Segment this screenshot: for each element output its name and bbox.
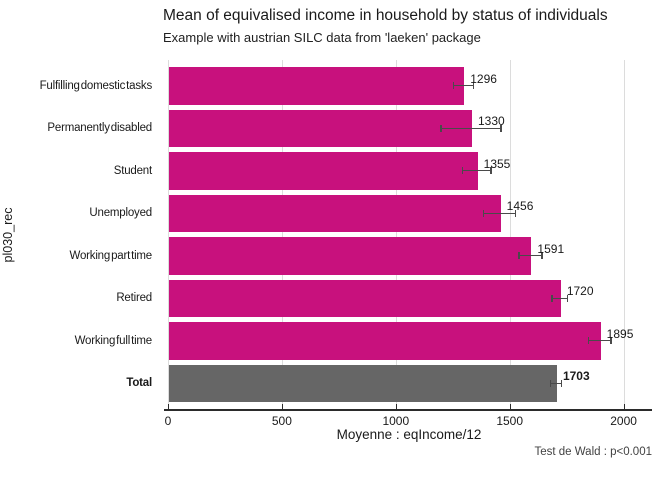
value-label: 1720 bbox=[566, 284, 594, 299]
error-bar-cap bbox=[483, 209, 485, 217]
x-tick-500 bbox=[281, 404, 284, 409]
x-tick-label-1000: 1000 bbox=[382, 414, 410, 428]
error-bar-cap bbox=[541, 252, 543, 260]
bar-retired bbox=[169, 279, 561, 317]
value-label: 1355 bbox=[483, 156, 511, 171]
error-bar-cap bbox=[587, 337, 590, 345]
category-label-unemployed: Unemployed bbox=[89, 207, 152, 220]
x-axis-line bbox=[164, 409, 652, 411]
error-bar bbox=[440, 127, 502, 129]
gridline-x-0 bbox=[168, 60, 169, 410]
chart-title: Mean of equivalised income in household … bbox=[163, 7, 608, 24]
error-bar-cap bbox=[461, 167, 463, 175]
error-bar-cap bbox=[515, 209, 517, 217]
value-label: 1591 bbox=[537, 241, 565, 256]
bar-permanently-disabled bbox=[169, 109, 472, 147]
x-tick-1000 bbox=[395, 404, 397, 409]
gridline-x-1000 bbox=[395, 60, 397, 410]
x-tick-0 bbox=[168, 404, 170, 409]
error-bar-cap bbox=[610, 337, 612, 345]
error-bar-cap bbox=[472, 82, 474, 90]
x-tick-label-2000: 2000 bbox=[610, 414, 637, 428]
category-label-working-part-time: Working part time bbox=[69, 249, 153, 262]
x-tick-2000 bbox=[623, 404, 625, 409]
bar-unemployed bbox=[169, 194, 501, 232]
plot-panel: 1296 1330 1355 1456 1591 1720 1895 1703 bbox=[168, 60, 650, 410]
category-label-retired: Retired bbox=[116, 292, 152, 305]
stat-test-caption: Test de Wald : p<0.001 bbox=[534, 446, 652, 458]
bar-total bbox=[169, 364, 557, 402]
category-label-fulfilling-domestic-tasks: Fulfilling domestic tasks bbox=[39, 79, 153, 92]
x-tick-label-500: 500 bbox=[271, 414, 292, 428]
category-label-student: Student bbox=[113, 164, 152, 177]
value-label: 1456 bbox=[506, 199, 534, 214]
value-label: 1703 bbox=[562, 369, 590, 384]
value-label: 1895 bbox=[606, 326, 634, 341]
category-label-working-full-time: Working full time bbox=[74, 334, 153, 347]
error-bar bbox=[453, 85, 474, 87]
x-axis-title: Moyenne : eqIncome/12 bbox=[336, 427, 482, 442]
error-bar-cap bbox=[561, 379, 563, 387]
error-bar-cap bbox=[500, 124, 502, 132]
error-bar-cap bbox=[490, 167, 492, 175]
gridline-x-2000 bbox=[623, 60, 625, 410]
x-tick-1500 bbox=[509, 404, 511, 409]
error-bar bbox=[588, 340, 611, 342]
error-bar-cap bbox=[551, 294, 553, 302]
error-bar bbox=[518, 255, 543, 257]
gridline-x-500 bbox=[281, 60, 283, 410]
error-bar-cap bbox=[440, 124, 442, 132]
error-bar-cap bbox=[452, 82, 454, 90]
chart-subtitle: Example with austrian SILC data from 'la… bbox=[163, 30, 481, 45]
bar-working-part-time bbox=[169, 237, 532, 275]
bar-working-full-time bbox=[169, 322, 601, 360]
category-label-permanently-disabled: Permanently disabled bbox=[47, 122, 152, 135]
error-bar-cap bbox=[566, 294, 569, 302]
error-bar bbox=[462, 170, 491, 172]
error-bar-cap bbox=[549, 379, 551, 387]
category-label-total: Total bbox=[126, 377, 152, 390]
error-bar bbox=[483, 212, 516, 214]
bar-fulfilling-domestic-tasks bbox=[169, 67, 465, 105]
x-tick-label-1500: 1500 bbox=[496, 414, 524, 428]
error-bar bbox=[550, 382, 562, 384]
value-label: 1330 bbox=[477, 114, 505, 129]
x-tick-label-0: 0 bbox=[164, 414, 172, 428]
gridline-x-1500 bbox=[509, 60, 511, 410]
error-bar-cap bbox=[518, 252, 520, 260]
error-bar bbox=[552, 297, 568, 299]
value-label: 1296 bbox=[470, 71, 497, 86]
bar-student bbox=[169, 152, 478, 190]
